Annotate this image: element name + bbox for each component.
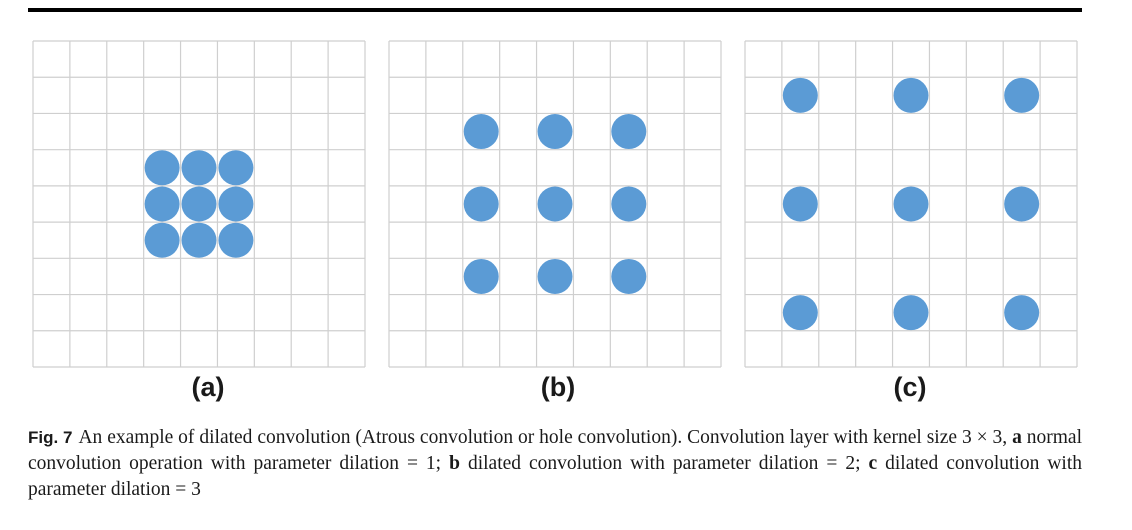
- figure-caption: Fig. 7 An example of dilated convolution …: [28, 425, 1082, 503]
- kernel-dot: [1004, 186, 1040, 222]
- kernel-dot: [1004, 77, 1040, 113]
- kernel-dot: [782, 186, 818, 222]
- kernel-dot: [782, 77, 818, 113]
- kernel-dot: [181, 186, 217, 222]
- caption-letter-c: c: [868, 453, 878, 474]
- kernel-dot: [537, 258, 573, 294]
- grid-b: [388, 40, 722, 368]
- grid-a: [32, 40, 366, 368]
- figure-label: Fig. 7: [28, 428, 73, 447]
- kernel-dot: [611, 258, 647, 294]
- kernel-dot: [782, 295, 818, 331]
- kernel-dot: [537, 114, 573, 150]
- panel-label-b: (b): [540, 372, 576, 402]
- caption-text-4: dilated convolution with parameter dilat…: [28, 453, 1083, 500]
- kernel-dot: [893, 186, 929, 222]
- kernel-dot: [218, 222, 254, 258]
- panel-a: [32, 40, 366, 368]
- caption-text-2: normal convolution operation with parame…: [28, 427, 1083, 474]
- kernel-dot: [463, 186, 499, 222]
- caption-letter-b: b: [449, 453, 460, 474]
- caption-letter-a: a: [1012, 427, 1022, 448]
- kernel-dot: [611, 186, 647, 222]
- kernel-dot: [893, 295, 929, 331]
- caption-text-3: dilated convolution with parameter dilat…: [459, 453, 869, 474]
- panel-c: [744, 40, 1078, 368]
- kernel-dot: [463, 258, 499, 294]
- kernel-dot: [611, 114, 647, 150]
- kernel-dot: [893, 77, 929, 113]
- panel-b: [388, 40, 722, 368]
- kernel-dot: [537, 186, 573, 222]
- panel-label-a: (a): [191, 372, 225, 402]
- panel-label-c: (c): [893, 372, 927, 402]
- top-rule: [28, 8, 1082, 12]
- kernel-dot: [181, 222, 217, 258]
- kernel-dot: [144, 186, 180, 222]
- kernel-dot: [463, 114, 499, 150]
- kernel-dot: [144, 150, 180, 186]
- kernel-dot: [1004, 295, 1040, 331]
- grid-c: [744, 40, 1078, 368]
- kernel-dot: [181, 150, 217, 186]
- kernel-dot: [218, 150, 254, 186]
- caption-text-1: An example of dilated convolution (Atrou…: [78, 427, 1013, 448]
- kernel-dot: [218, 186, 254, 222]
- kernel-dot: [144, 222, 180, 258]
